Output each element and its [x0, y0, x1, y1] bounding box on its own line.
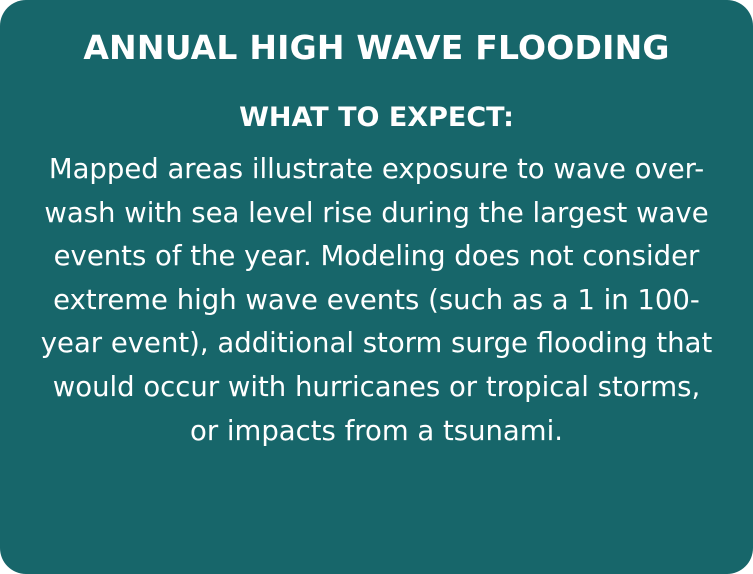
- card-body-text: Mapped areas illustrate exposure to wave…: [40, 153, 713, 447]
- card-subtitle: WHAT TO EXPECT:: [239, 102, 514, 133]
- card-title: ANNUAL HIGH WAVE FLOODING: [83, 28, 670, 67]
